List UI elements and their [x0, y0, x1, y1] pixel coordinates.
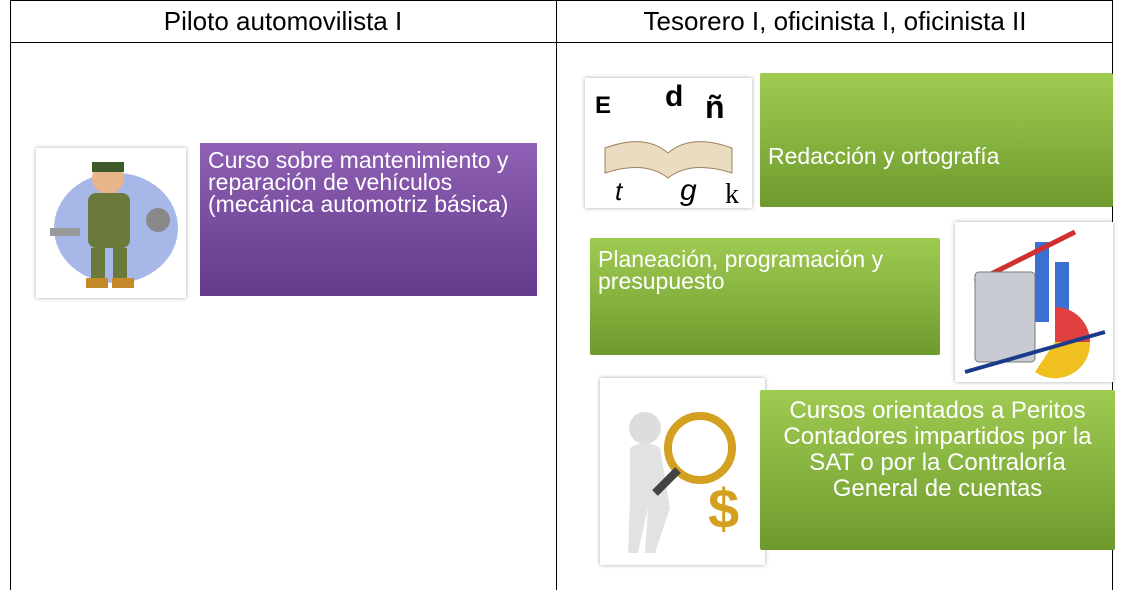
mechanic-image — [36, 148, 186, 298]
svg-text:g: g — [680, 174, 697, 207]
course-box: Cursos orientados a Peritos Contadores i… — [760, 390, 1115, 550]
course-box: Curso sobre mantenimiento y reparación d… — [200, 143, 537, 296]
magnifier-image: $ — [600, 378, 765, 565]
svg-text:E: E — [595, 92, 611, 119]
column-rule — [556, 0, 557, 590]
svg-text:$: $ — [708, 477, 739, 540]
header-rule — [10, 42, 1113, 43]
svg-text:ñ: ñ — [705, 89, 725, 125]
finance-image — [955, 222, 1113, 382]
svg-text:d: d — [665, 80, 683, 113]
svg-text:t: t — [615, 176, 624, 206]
magnifier-illustration: $ — [628, 412, 739, 553]
mechanic-illustration — [50, 162, 178, 288]
column-header: Tesorero I, oficinista I, oficinista II — [643, 6, 1027, 36]
svg-text:k: k — [725, 179, 739, 208]
column-header: Piloto automovilista I — [163, 6, 403, 36]
course-box: Planeación, programación y presupuesto — [590, 238, 940, 355]
finance-illustration — [964, 229, 1106, 379]
course-box: Redacción y ortografía — [760, 73, 1113, 207]
